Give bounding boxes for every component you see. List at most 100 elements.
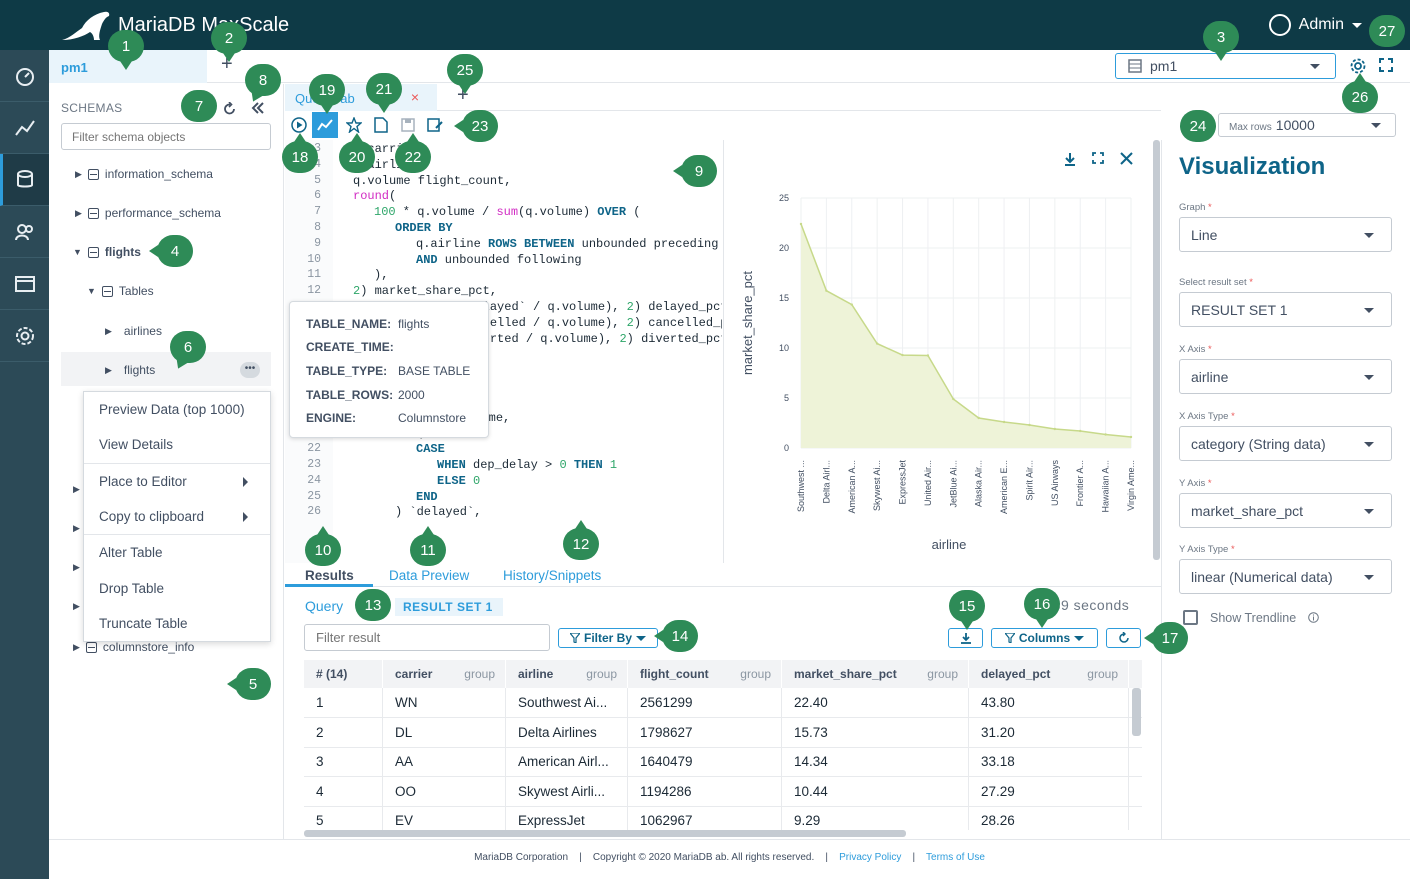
viz-select-5[interactable]: linear (Numerical data) — [1179, 559, 1392, 594]
table-cell[interactable]: 3 — [304, 747, 383, 776]
query-tab[interactable]: Query Tab × — [285, 84, 437, 111]
download-icon[interactable] — [1064, 152, 1076, 166]
nav-dashboard[interactable] — [0, 50, 49, 102]
caret-right-icon[interactable]: ▶ — [73, 601, 80, 611]
table-row[interactable]: 2 DL Delta Airlines 1798627 15.73 31.20 — [304, 717, 1142, 748]
fullscreen-icon[interactable] — [1379, 58, 1393, 72]
nav-logs[interactable] — [0, 258, 49, 310]
table-cell[interactable]: 2561299 — [628, 688, 782, 717]
tab-history-snippets[interactable]: History/Snippets — [503, 568, 602, 583]
menu-preview-data[interactable]: Preview Data (top 1000) — [99, 402, 245, 417]
table-cell[interactable]: 15.73 — [782, 717, 969, 747]
filter-by-button[interactable]: Filter By — [558, 628, 658, 648]
save-as-button[interactable] — [422, 112, 448, 138]
expand-icon[interactable] — [1092, 152, 1104, 164]
table-row[interactable]: 3 AA American Airl... 1640479 14.34 33.18 — [304, 747, 1142, 777]
table-row[interactable]: 1 WN Southwest Ai... 2561299 22.40 43.80 — [304, 688, 1142, 718]
table-cell[interactable]: 43.80 — [969, 688, 1129, 717]
collapse-sidebar-icon[interactable] — [251, 101, 265, 115]
table-flights-row[interactable] — [61, 352, 271, 386]
tab-data-preview[interactable]: Data Preview — [389, 568, 470, 583]
table-cell[interactable]: DL — [383, 717, 506, 747]
save-file-button[interactable] — [395, 112, 421, 138]
table-row[interactable]: 4 OO Skywest Airli... 1194286 10.44 27.29 — [304, 776, 1142, 807]
table-cell[interactable]: Skywest Airli... — [506, 776, 628, 806]
table-cell[interactable]: 2 — [304, 717, 383, 747]
viz-select-3[interactable]: category (String data) — [1179, 426, 1392, 461]
query-label[interactable]: Query — [305, 598, 344, 614]
table-cell[interactable]: 10.44 — [782, 776, 969, 806]
menu-copy-to-clipboard[interactable]: Copy to clipboard — [99, 509, 205, 524]
grid-horizontal-scrollbar[interactable] — [304, 830, 906, 837]
result-set-tab[interactable]: RESULT SET 1 — [395, 598, 503, 616]
table-cell[interactable]: 1640479 — [628, 747, 782, 776]
table-flights[interactable]: ▶ flights — [105, 363, 155, 377]
table-cell[interactable]: American Airl... — [506, 747, 628, 776]
columns-button[interactable]: Columns — [991, 628, 1098, 648]
viz-select-4[interactable]: market_share_pct — [1179, 493, 1392, 528]
nav-users[interactable] — [0, 206, 49, 258]
new-file-button[interactable] — [368, 112, 394, 138]
group-toggle[interactable]: group — [586, 667, 617, 681]
group-toggle[interactable]: group — [927, 667, 958, 681]
save-snippet-button[interactable] — [341, 112, 367, 138]
show-trendline-option[interactable]: Show Trendline — [1183, 610, 1319, 625]
more-options-button[interactable]: ••• — [240, 362, 260, 378]
column-header[interactable]: delayed_pct group — [969, 660, 1129, 688]
terms-of-use-link[interactable]: Terms of Use — [926, 852, 985, 863]
table-cell[interactable]: 28.26 — [969, 806, 1129, 830]
add-query-tab-button[interactable]: + — [457, 84, 469, 106]
nav-visualization[interactable] — [0, 102, 49, 154]
tab-results[interactable]: Results — [305, 568, 354, 583]
table-cell[interactable]: WN — [383, 688, 506, 717]
menu-drop-table[interactable]: Drop Table — [99, 581, 165, 596]
transpose-button[interactable] — [1106, 628, 1141, 648]
caret-right-icon[interactable]: ▶ — [73, 523, 80, 533]
viz-select-0[interactable]: Line — [1179, 217, 1392, 252]
table-cell[interactable]: 1194286 — [628, 776, 782, 806]
add-worksheet-button[interactable]: + — [221, 53, 233, 75]
trendline-checkbox[interactable] — [1183, 610, 1198, 625]
tables-folder[interactable]: ▼ Tables — [87, 284, 154, 298]
schema-flights[interactable]: ▼ flights — [73, 245, 141, 259]
schema-information-schema[interactable]: ▶ information_schema — [75, 167, 213, 181]
menu-place-to-editor[interactable]: Place to Editor — [99, 474, 187, 489]
user-menu[interactable]: Admin — [1268, 14, 1362, 36]
table-cell[interactable]: Delta Airlines — [506, 717, 628, 747]
menu-view-details[interactable]: View Details — [99, 437, 174, 452]
table-cell[interactable]: 27.29 — [969, 776, 1129, 806]
table-cell[interactable]: Southwest Ai... — [506, 688, 628, 717]
caret-right-icon[interactable]: ▶ — [73, 484, 80, 494]
column-header[interactable]: market_share_pct group — [782, 660, 969, 688]
column-header[interactable]: carrier group — [383, 660, 506, 688]
filter-result-input[interactable] — [304, 624, 550, 651]
viz-select-1[interactable]: RESULT SET 1 — [1179, 292, 1392, 327]
column-header[interactable]: flight_count group — [628, 660, 782, 688]
table-row[interactable]: 5 EV ExpressJet 1062967 9.29 28.26 — [304, 806, 1142, 830]
table-cell[interactable]: 22.40 — [782, 688, 969, 717]
schema-columnstore-info[interactable]: ▶ columnstore_info — [73, 640, 194, 654]
group-toggle[interactable]: group — [740, 667, 771, 681]
table-cell[interactable]: 33.18 — [969, 747, 1129, 776]
table-cell[interactable]: 5 — [304, 806, 383, 830]
table-airlines[interactable]: ▶ airlines — [105, 324, 162, 338]
schema-performance-schema[interactable]: ▶ performance_schema — [75, 206, 221, 220]
table-cell[interactable]: 14.34 — [782, 747, 969, 776]
table-cell[interactable]: 1062967 — [628, 806, 782, 830]
visualize-button[interactable] — [312, 112, 338, 138]
column-header[interactable]: # (14) — [304, 660, 383, 688]
gear-icon[interactable] — [1350, 58, 1366, 74]
table-cell[interactable]: 9.29 — [782, 806, 969, 830]
close-icon[interactable] — [1120, 152, 1133, 165]
run-query-button[interactable] — [286, 112, 312, 138]
table-cell[interactable]: 1798627 — [628, 717, 782, 747]
max-rows-select[interactable]: Max rows 10000 — [1218, 113, 1396, 137]
table-cell[interactable]: ExpressJet — [506, 806, 628, 830]
table-cell[interactable]: OO — [383, 776, 506, 806]
nav-settings[interactable] — [0, 310, 49, 362]
close-tab-icon[interactable]: × — [410, 89, 419, 105]
menu-alter-table[interactable]: Alter Table — [99, 545, 163, 560]
schema-filter-input[interactable] — [61, 123, 271, 150]
editor-scrollbar[interactable] — [1153, 140, 1160, 560]
table-cell[interactable]: 31.20 — [969, 717, 1129, 747]
